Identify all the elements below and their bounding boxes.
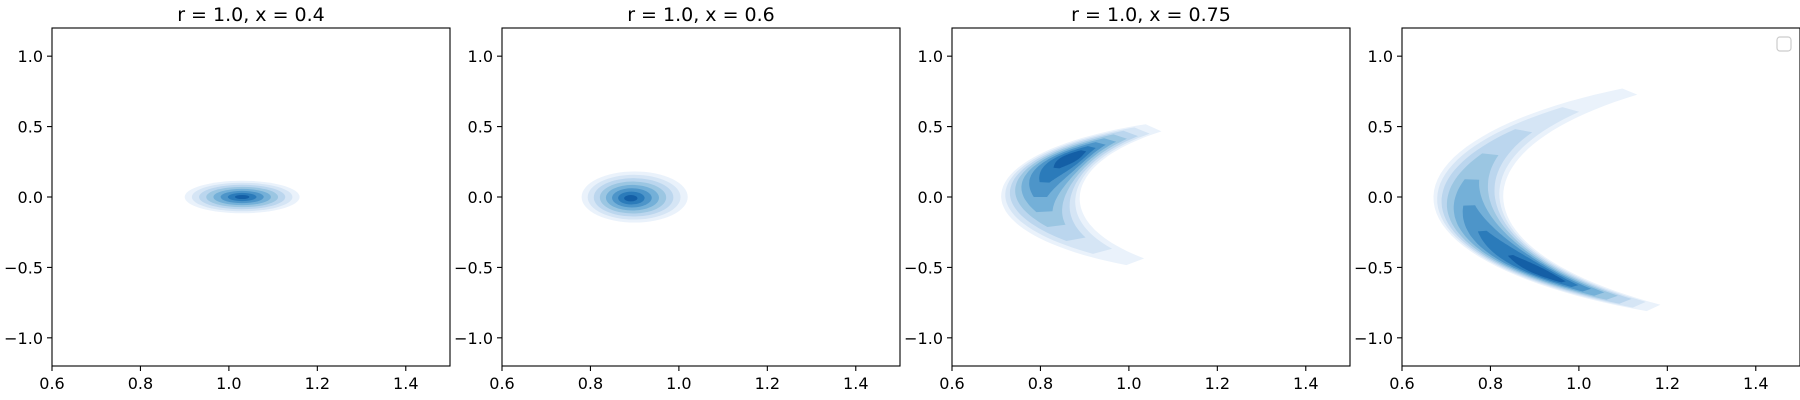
density-contours <box>581 171 688 223</box>
y-tick-label: 1.0 <box>468 47 493 66</box>
y-tick-label: 0.5 <box>918 118 943 137</box>
subplot-title: r = 1.0, x = 0.6 <box>627 4 775 26</box>
subplot-3: 0.6 0.8 1.0 1.2 1.4 −1.0 −0.5 0.0 0.5 1.0 r = 1.0,… <box>904 4 1351 393</box>
y-tick-label: −0.5 <box>4 258 43 277</box>
y-tick-label: −1.0 <box>454 329 493 348</box>
y-tick-label: 1.0 <box>918 47 943 66</box>
subplot-title: r = 1.0, x = 0.4 <box>177 4 325 26</box>
subplot-title: r = 1.0, x = 0.75 <box>1071 4 1231 26</box>
contour-level-8 <box>1507 255 1566 283</box>
x-tick-label: 1.4 <box>393 374 418 393</box>
density-contours <box>184 180 300 214</box>
y-tick-label: 0.0 <box>468 188 493 207</box>
x-tick-label: 0.8 <box>128 374 153 393</box>
density-contours <box>1433 88 1661 312</box>
x-tick-label: 0.6 <box>489 374 514 393</box>
y-tick-label: 0.5 <box>1368 118 1393 137</box>
y-tick-label: −0.5 <box>454 258 493 277</box>
x-tick-label: 1.4 <box>1293 374 1318 393</box>
density-contours <box>1001 124 1162 266</box>
contour-level-8 <box>624 195 638 202</box>
contour-level-7 <box>1477 230 1579 287</box>
contour-level-8 <box>234 194 250 200</box>
y-tick-label: 0.5 <box>18 118 43 137</box>
x-tick-label: 0.8 <box>578 374 603 393</box>
x-tick-label: 0.8 <box>1028 374 1053 393</box>
y-tick-label: −0.5 <box>1354 258 1393 277</box>
x-tick-label: 0.8 <box>1478 374 1503 393</box>
y-tick-label: 0.0 <box>918 188 943 207</box>
y-tick-label: 0.5 <box>468 118 493 137</box>
y-tick-label: 1.0 <box>1368 47 1393 66</box>
y-tick-label: −1.0 <box>1354 329 1393 348</box>
x-tick-label: 1.0 <box>666 374 691 393</box>
y-tick-label: −1.0 <box>4 329 43 348</box>
x-tick-label: 1.0 <box>216 374 241 393</box>
subplot-grid: 0.6 0.8 1.0 1.2 1.4 −1.0 −0.5 0.0 0.5 1.0 r = 1.0,… <box>4 4 1800 393</box>
subplot-1: 0.6 0.8 1.0 1.2 1.4 −1.0 −0.5 0.0 0.5 1.0 r = 1.0,… <box>4 4 451 393</box>
contour-level-8 <box>1053 150 1087 169</box>
y-tick-label: 1.0 <box>18 47 43 66</box>
x-tick-label: 1.2 <box>1205 374 1230 393</box>
x-tick-label: 1.4 <box>1743 374 1768 393</box>
x-tick-label: 0.6 <box>39 374 64 393</box>
x-tick-label: 1.0 <box>1116 374 1141 393</box>
y-tick-label: −0.5 <box>904 258 943 277</box>
y-tick-label: 0.0 <box>1368 188 1393 207</box>
contour-level-6 <box>1462 205 1592 292</box>
x-tick-label: 1.2 <box>305 374 330 393</box>
subplot-2: 0.6 0.8 1.0 1.2 1.4 −1.0 −0.5 0.0 0.5 1.0 r = 1.0,… <box>454 4 901 393</box>
x-tick-label: 1.4 <box>843 374 868 393</box>
x-tick-label: 0.6 <box>939 374 964 393</box>
x-tick-label: 1.2 <box>1655 374 1680 393</box>
y-tick-label: 0.0 <box>18 188 43 207</box>
axes-frame <box>501 27 901 367</box>
x-tick-label: 0.6 <box>1389 374 1414 393</box>
x-tick-label: 1.2 <box>755 374 780 393</box>
y-tick-label: −1.0 <box>904 329 943 348</box>
subplot-4: 0.6 0.8 1.0 1.2 1.4 −1.0 −0.5 0.0 0.5 1.0 <box>1354 27 1800 393</box>
x-tick-label: 1.0 <box>1566 374 1591 393</box>
legend-box <box>1776 36 1792 52</box>
